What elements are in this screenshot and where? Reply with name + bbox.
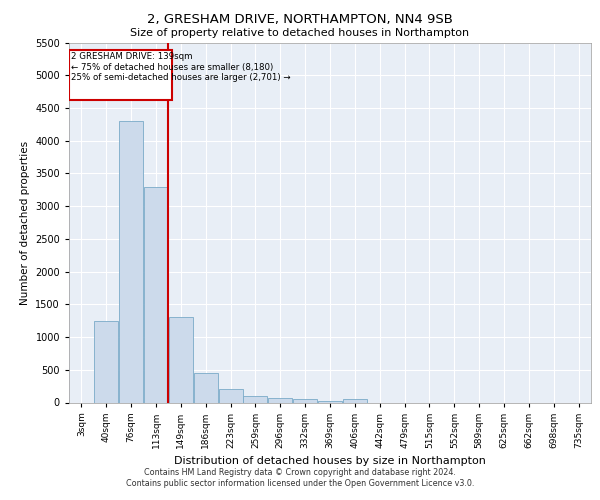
Text: Size of property relative to detached houses in Northampton: Size of property relative to detached ho… — [130, 28, 470, 38]
Bar — [343, 399, 367, 402]
Bar — [318, 400, 342, 402]
Bar — [70, 50, 172, 100]
Bar — [268, 398, 292, 402]
Text: 2 GRESHAM DRIVE: 139sqm
← 75% of detached houses are smaller (8,180)
25% of semi: 2 GRESHAM DRIVE: 139sqm ← 75% of detache… — [71, 52, 290, 82]
Bar — [169, 318, 193, 402]
Y-axis label: Number of detached properties: Number of detached properties — [20, 140, 29, 304]
Bar — [218, 390, 242, 402]
Text: 2, GRESHAM DRIVE, NORTHAMPTON, NN4 9SB: 2, GRESHAM DRIVE, NORTHAMPTON, NN4 9SB — [147, 12, 453, 26]
Bar — [244, 396, 268, 402]
X-axis label: Distribution of detached houses by size in Northampton: Distribution of detached houses by size … — [174, 456, 486, 466]
Bar — [293, 399, 317, 402]
Bar — [194, 373, 218, 402]
Text: Contains HM Land Registry data © Crown copyright and database right 2024.
Contai: Contains HM Land Registry data © Crown c… — [126, 468, 474, 487]
Bar — [144, 186, 168, 402]
Bar — [119, 121, 143, 402]
Bar — [94, 320, 118, 402]
